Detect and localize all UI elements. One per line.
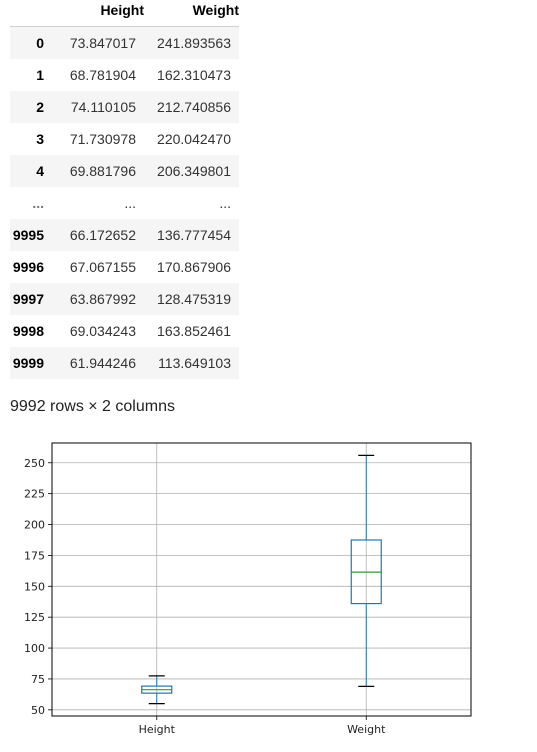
row-index: 9996 (12, 259, 44, 275)
row-index: 3 (36, 131, 44, 147)
weight-cell: 206.349801 (157, 163, 231, 179)
x-tick-label: Height (139, 723, 176, 736)
table-ellipsis-row: ... ... ... (10, 187, 239, 219)
y-tick-label: 250 (24, 457, 45, 470)
y-tick-label: 150 (24, 580, 45, 593)
table-row: 3 71.730978 220.042470 (10, 123, 239, 155)
height-cell: 69.881796 (69, 163, 136, 179)
weight-cell: 241.893563 (157, 35, 231, 51)
plot-frame (51, 442, 472, 717)
index-header (10, 0, 56, 27)
y-tick-label: 175 (24, 549, 45, 562)
weight-cell: 136.777454 (157, 227, 231, 243)
y-tick-label: 125 (24, 611, 45, 624)
weight-cell: 128.475319 (157, 291, 231, 307)
table-header-row: Height Weight (10, 0, 239, 27)
height-cell: 61.944246 (69, 355, 136, 371)
height-cell: 63.867992 (69, 291, 136, 307)
row-index: 2 (36, 99, 44, 115)
height-cell: 67.067155 (69, 259, 136, 275)
weight-cell: 170.867906 (157, 259, 231, 275)
weight-cell: 163.852461 (157, 323, 231, 339)
y-tick-label: 50 (31, 704, 45, 717)
height-cell: 71.730978 (69, 131, 136, 147)
height-cell: 66.172652 (69, 227, 136, 243)
table-row: 2 74.110105 212.740856 (10, 91, 239, 123)
row-index: 9999 (12, 355, 44, 371)
boxplot-chart: 50 75 100 125 150 175 200 225 250 Height Weight (24, 442, 472, 736)
height-cell: 68.781904 (69, 67, 136, 83)
weight-cell: 113.649103 (158, 355, 231, 371)
dataframe-table: Height Weight 0 73.847017 241.893563 1 6… (10, 0, 239, 379)
weight-cell: 220.042470 (157, 131, 231, 147)
row-index: 9997 (12, 291, 44, 307)
table-row: 9998 69.034243 163.852461 (10, 315, 239, 347)
row-index: 9995 (12, 227, 44, 243)
y-tick-label: 200 (24, 519, 45, 532)
weight-cell: 162.310473 (157, 67, 231, 83)
column-header-height: Height (56, 0, 144, 27)
table-row: 4 69.881796 206.349801 (10, 155, 239, 187)
row-index: 9998 (12, 323, 44, 339)
table-row: 9995 66.172652 136.777454 (10, 219, 239, 251)
row-index: 0 (36, 35, 44, 51)
weight-cell: 212.740856 (157, 99, 231, 115)
weight-cell: ... (219, 195, 231, 211)
column-header-weight: Weight (144, 0, 239, 27)
table-row: 9996 67.067155 170.867906 (10, 251, 239, 283)
height-cell: 69.034243 (69, 323, 136, 339)
dataframe-shape-caption: 9992 rows × 2 columns (10, 398, 175, 415)
row-index: 1 (36, 67, 44, 83)
height-cell: ... (124, 195, 136, 211)
y-tick-label: 225 (24, 488, 45, 501)
row-index: ... (32, 195, 44, 211)
height-cell: 74.110105 (70, 99, 136, 115)
row-index: 4 (36, 163, 44, 179)
table-row: 9997 63.867992 128.475319 (10, 283, 239, 315)
height-cell: 73.847017 (69, 35, 136, 51)
y-tick-label: 100 (24, 642, 45, 655)
table-row: 1 68.781904 162.310473 (10, 59, 239, 91)
y-tick-label: 75 (31, 673, 45, 686)
x-tick-label: Weight (347, 723, 386, 736)
table-row: 9999 61.944246 113.649103 (10, 347, 239, 379)
table-row: 0 73.847017 241.893563 (10, 26, 239, 59)
